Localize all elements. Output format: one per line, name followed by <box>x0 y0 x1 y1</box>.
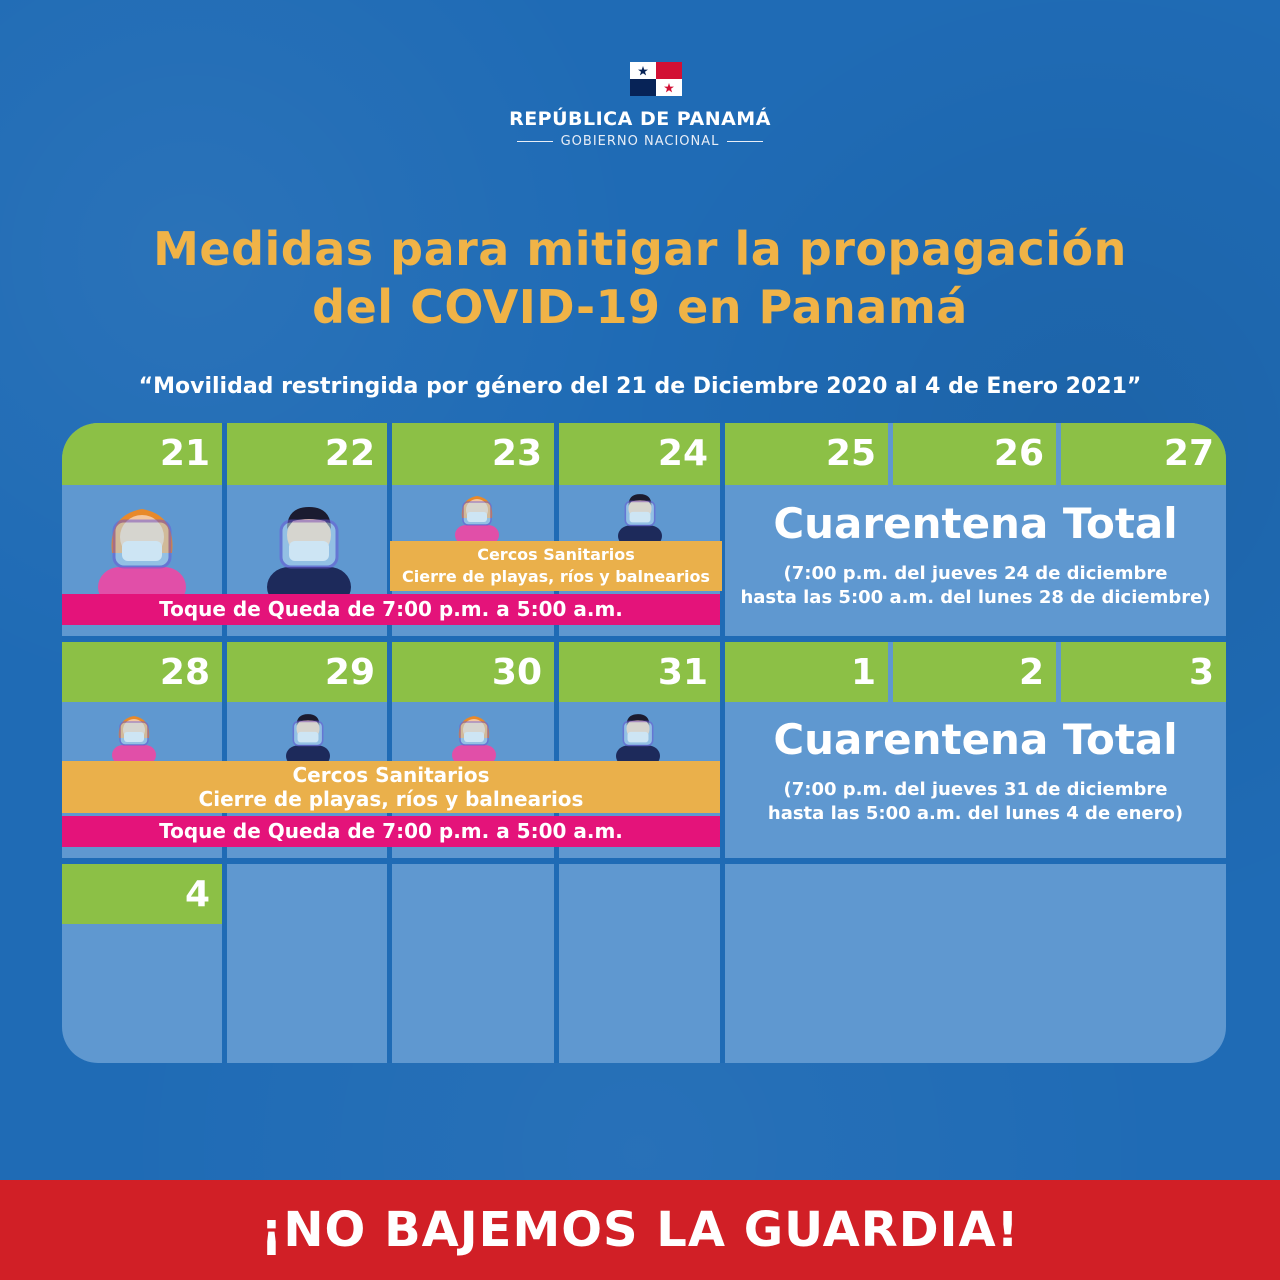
subtitle: “Movilidad restringida por género del 21… <box>138 374 1142 399</box>
rule-left <box>516 141 553 142</box>
day-cell <box>725 864 1226 1063</box>
government-subtitle-text: GOBIERNO NACIONAL <box>560 134 720 149</box>
cercos-line2: Cierre de playas, ríos y balnearios <box>198 787 584 811</box>
main-title-line1: Medidas para mitigar la propagación <box>153 222 1127 276</box>
footer-slogan: ¡NO BAJEMOS LA GUARDIA! <box>0 1180 1280 1280</box>
man-with-face-shield-icon <box>616 714 660 761</box>
day-cell <box>559 864 720 1063</box>
cuarentena-note-line1: (7:00 p.m. del jueves 24 de diciembre <box>783 563 1168 584</box>
cercos-sanitarios-bar: Cercos Sanitarios Cierre de playas, ríos… <box>390 541 722 591</box>
day-number: 27 <box>1061 423 1226 485</box>
government-subtitle: GOBIERNO NACIONAL <box>0 134 1280 149</box>
cuarentena-block: Cuarentena Total (7:00 p.m. del jueves 2… <box>725 499 1226 610</box>
day-number: 26 <box>893 423 1056 485</box>
toque-de-queda-bar: Toque de Queda de 7:00 p.m. a 5:00 a.m. <box>62 594 720 625</box>
cuarentena-note-line1: (7:00 p.m. del jueves 31 de diciembre <box>783 779 1168 800</box>
rule-right <box>727 141 764 142</box>
calendar: 21 22 23 24 25 26 27 28 29 30 31 1 2 3 4 <box>62 423 1226 1063</box>
woman-with-face-shield-icon <box>452 716 496 761</box>
main-title-line2: del COVID-19 en Panamá <box>312 280 968 334</box>
day-number: 3 <box>1061 642 1226 702</box>
day-number: 22 <box>227 423 387 485</box>
day-number: 2 <box>893 642 1056 702</box>
woman-with-face-shield-icon <box>98 509 186 595</box>
day-number: 23 <box>392 423 554 485</box>
day-number: 24 <box>559 423 720 485</box>
cercos-line1: Cercos Sanitarios <box>477 545 635 564</box>
day-cell <box>227 864 387 1063</box>
cuarentena-title: Cuarentena Total <box>773 499 1178 548</box>
man-with-face-shield-icon <box>618 494 662 541</box>
day-number: 31 <box>559 642 720 702</box>
day-number: 30 <box>392 642 554 702</box>
cercos-sanitarios-bar: Cercos Sanitarios Cierre de playas, ríos… <box>62 761 720 813</box>
toque-de-queda-bar: Toque de Queda de 7:00 p.m. a 5:00 a.m. <box>62 816 720 847</box>
day-number: 25 <box>725 423 888 485</box>
cuarentena-note-line2: hasta las 5:00 a.m. del lunes 4 de enero… <box>767 803 1184 824</box>
cercos-line1: Cercos Sanitarios <box>292 763 490 787</box>
day-number: 21 <box>62 423 222 485</box>
day-number: 28 <box>62 642 222 702</box>
day-number: 29 <box>227 642 387 702</box>
day-number: 1 <box>725 642 888 702</box>
cuarentena-block: Cuarentena Total (7:00 p.m. del jueves 3… <box>725 715 1226 826</box>
government-title: REPÚBLICA DE PANAMÁ <box>509 108 771 130</box>
day-number: 4 <box>62 864 222 924</box>
man-with-face-shield-icon <box>286 714 330 761</box>
cuarentena-note-line2: hasta las 5:00 a.m. del lunes 28 de dici… <box>740 587 1211 608</box>
woman-with-face-shield-icon <box>112 716 156 761</box>
day-cell <box>392 864 554 1063</box>
main-title: Medidas para mitigar la propagación del … <box>0 220 1280 336</box>
cuarentena-title: Cuarentena Total <box>773 715 1178 764</box>
woman-with-face-shield-icon <box>455 496 499 541</box>
cercos-line2: Cierre de playas, ríos y balnearios <box>402 567 710 586</box>
man-with-face-shield-icon <box>267 507 351 595</box>
panama-flag-icon <box>630 62 682 96</box>
